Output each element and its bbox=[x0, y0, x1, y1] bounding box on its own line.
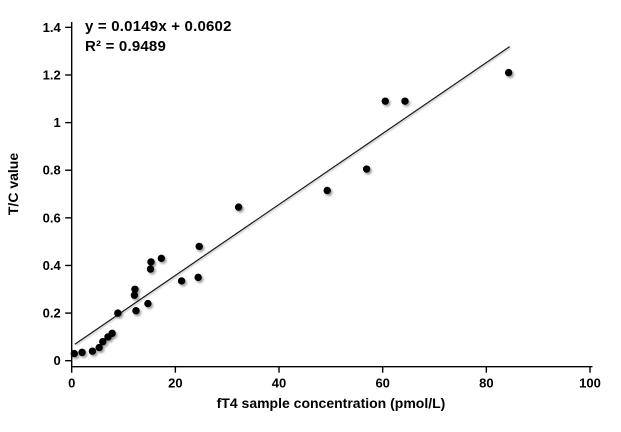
y-tick-label: 1.4 bbox=[43, 20, 62, 35]
x-tick-label: 40 bbox=[272, 376, 286, 391]
trendline-annotation: y = 0.0149x + 0.0602 R² = 0.9489 bbox=[85, 17, 232, 57]
data-point bbox=[78, 348, 86, 357]
x-tick-label: 0 bbox=[68, 376, 75, 391]
data-point bbox=[147, 258, 155, 266]
data-point bbox=[146, 265, 155, 273]
data-point bbox=[144, 299, 152, 308]
data-point bbox=[194, 273, 202, 282]
data-point bbox=[130, 291, 139, 299]
x-tick-label: 100 bbox=[579, 376, 601, 391]
data-point bbox=[234, 203, 243, 211]
data-point bbox=[108, 329, 116, 338]
data-point bbox=[99, 337, 107, 346]
y-tick-label: 1.2 bbox=[43, 67, 61, 82]
x-axis-title: fT4 sample concentration (pmol/L) bbox=[216, 395, 446, 411]
equation-text: y = 0.0149x + 0.0602 bbox=[85, 18, 232, 35]
data-point bbox=[177, 277, 186, 285]
x-tick-label: 60 bbox=[375, 376, 389, 391]
r-squared-text: R² = 0.9489 bbox=[85, 38, 167, 55]
data-point bbox=[131, 285, 139, 293]
trend-line bbox=[74, 46, 511, 345]
x-tick-label: 20 bbox=[168, 376, 182, 391]
data-point bbox=[195, 242, 203, 251]
y-tick-label: 0.4 bbox=[43, 258, 62, 273]
data-point bbox=[88, 347, 97, 355]
data-point bbox=[323, 186, 331, 195]
data-point bbox=[95, 343, 103, 352]
data-point bbox=[70, 349, 78, 358]
y-tick-label: 1 bbox=[53, 115, 60, 130]
y-tick-label: 0.6 bbox=[43, 210, 61, 225]
x-tick-label: 80 bbox=[479, 376, 493, 391]
y-tick-label: 0 bbox=[53, 353, 60, 368]
y-tick-label: 0.2 bbox=[43, 306, 61, 321]
data-point bbox=[504, 68, 513, 77]
data-point bbox=[157, 254, 166, 263]
data-point bbox=[132, 306, 140, 315]
data-point bbox=[401, 97, 409, 105]
data-point bbox=[362, 165, 371, 173]
data-point bbox=[381, 97, 389, 105]
data-point bbox=[114, 309, 122, 317]
y-tick-label: 0.8 bbox=[43, 163, 61, 178]
